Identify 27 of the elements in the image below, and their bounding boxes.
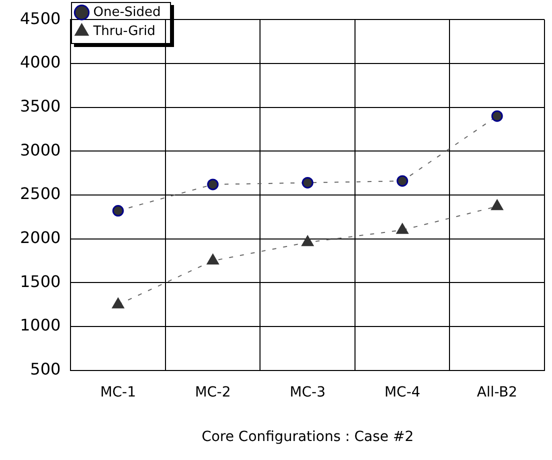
- y-tick-label: 4000: [20, 52, 61, 72]
- y-tick-label: 2000: [20, 228, 61, 248]
- x-tick-label: MC-2: [194, 384, 231, 400]
- point: [491, 200, 504, 210]
- y-tick-label: 4500: [20, 8, 61, 28]
- y-tick-label: 1000: [20, 316, 61, 335]
- x-tick-label: MC-3: [290, 384, 326, 400]
- point: [112, 205, 124, 217]
- point: [491, 110, 503, 122]
- point: [396, 175, 408, 187]
- y-tick-label: 1500: [20, 272, 61, 291]
- y-tick-label: 500: [30, 360, 61, 379]
- point: [302, 236, 314, 246]
- x-axis-title: Core Configurations : Case #2: [202, 429, 414, 446]
- legend-label: Thru-Grid: [92, 24, 156, 39]
- x-tick-label: All-B2: [476, 384, 518, 400]
- x-tick-label: MC-1: [100, 384, 136, 400]
- x-tick-label: MC-4: [384, 384, 420, 400]
- point: [207, 178, 219, 190]
- y-tick-label: 3500: [20, 96, 61, 116]
- point: [206, 254, 219, 265]
- point: [112, 298, 124, 308]
- y-tick-label: 2500: [20, 184, 61, 204]
- point: [302, 176, 314, 188]
- y-tick-label: 3000: [20, 140, 61, 160]
- point: [396, 223, 408, 234]
- legend-label: One-Sided: [93, 4, 161, 20]
